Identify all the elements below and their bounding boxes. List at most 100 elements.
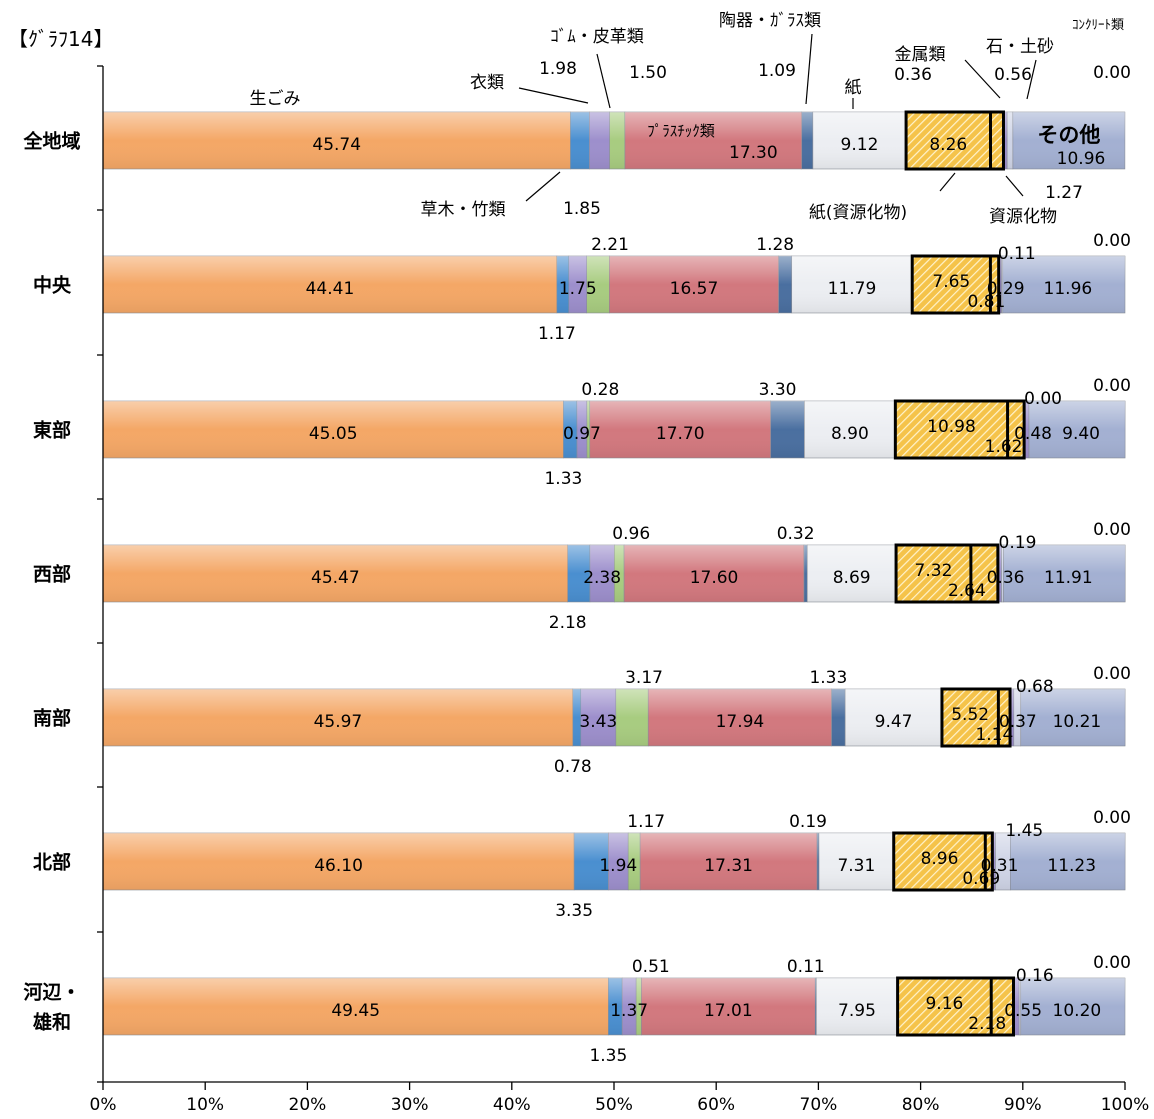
leader-line-6 [805, 33, 813, 105]
value-label-4-1: 45.47 [311, 568, 360, 588]
bar-shade-7-10 [1013, 978, 1020, 1035]
bar-shade-7-11 [1019, 978, 1021, 1035]
value-label-7-11: 0.16 [1016, 966, 1054, 986]
bar-shade-6-2 [574, 833, 609, 890]
bar-shade-6-13 [1010, 833, 1126, 890]
bar-shade-7-1 [103, 978, 609, 1035]
bar-shade-2-7 [791, 256, 913, 313]
bar-shade-1-7 [812, 112, 907, 169]
value-label-4-4: 0.96 [612, 524, 650, 544]
bar-shade-1-1 [103, 112, 571, 169]
bar-shade-1-6 [801, 112, 813, 169]
bar-1-8 [905, 111, 991, 170]
value-label-1-2: 1.85 [563, 199, 601, 219]
bar-shade-6-10 [992, 833, 996, 890]
value-label-5-1: 45.97 [314, 712, 363, 732]
leader-line-2 [525, 171, 561, 202]
bar-shade-2-13 [1002, 256, 1125, 313]
value-label-6-3: 1.94 [599, 856, 637, 876]
category-label-7: 河辺・ [23, 982, 80, 1004]
value-label-2-8: 7.65 [932, 272, 970, 292]
bar-shade-6-5 [640, 833, 818, 890]
value-label-3-3: 0.97 [563, 424, 601, 444]
value-label-2-6: 1.28 [756, 235, 794, 255]
value-label-2-1: 44.41 [306, 279, 355, 299]
value-label-7-8: 9.16 [925, 994, 963, 1014]
bar-shade-5-11 [1013, 689, 1021, 746]
value-label-5-6: 1.33 [809, 668, 847, 688]
leader-line-9 [1005, 175, 1024, 197]
bar-shade-6-4 [628, 833, 641, 890]
bar-shade-1-3 [589, 112, 610, 169]
bar-shade-5-2 [572, 689, 581, 746]
bar-shade-2-11 [1001, 256, 1003, 313]
value-label-6-2: 3.35 [555, 901, 593, 921]
bar-shade-2-2 [556, 256, 569, 313]
bar-shade-4-6 [803, 545, 808, 602]
category-label-4: 西部 [33, 563, 71, 586]
value-label-3-11: 0.00 [1024, 389, 1062, 409]
bar-shade-6-7 [819, 833, 894, 890]
legend-label-1: 生ごみ [250, 89, 301, 109]
bar-shade-4-1 [103, 545, 568, 602]
bar-shade-4-7 [807, 545, 897, 602]
resource-outline-3 [893, 399, 1026, 460]
legend-label-8: 紙(資源化物) [809, 203, 907, 223]
x-tick-label-2: 10% [186, 1095, 224, 1115]
value-label-4-5: 17.60 [690, 568, 739, 588]
value-label-3-12: 0.00 [1093, 376, 1131, 396]
legend-label-5: ﾌﾟﾗｽﾁｯｸ類 [647, 122, 715, 140]
bar-shade-7-13 [1020, 978, 1125, 1035]
bar-shade-3-4 [586, 401, 590, 458]
bar-shade-3-6 [770, 401, 805, 458]
bar-shade-5-4 [615, 689, 649, 746]
value-label-6-10: 0.31 [981, 856, 1019, 876]
x-tick-label-7: 60% [697, 1095, 735, 1115]
bar-shade-4-13 [1003, 545, 1126, 602]
value-label-5-5: 17.94 [716, 712, 765, 732]
bar-shade-5-6 [831, 689, 846, 746]
leader-line-3 [518, 87, 589, 104]
category-label-1: 全地域 [22, 130, 80, 153]
leader-line-11 [1026, 59, 1037, 100]
legend-label-4: ｺﾞﾑ・皮革類 [550, 27, 644, 47]
resource-outline-4 [894, 543, 1000, 604]
bar-shade-7-2 [608, 978, 623, 1035]
value-label-5-13: 10.21 [1053, 712, 1102, 732]
bar-shade-7-3 [622, 978, 637, 1035]
legend-label-13: その他 [1037, 123, 1100, 147]
bar-shade-5-1 [103, 689, 573, 746]
value-label-1-11: 0.56 [994, 65, 1032, 85]
legend-label-2: 草木・竹類 [421, 200, 506, 220]
resource-outline-2 [910, 254, 1001, 315]
value-label-6-9: 0.69 [962, 869, 1000, 889]
value-label-4-2: 2.18 [549, 613, 587, 633]
value-label-6-11: 1.45 [1005, 821, 1043, 841]
bar-6-8 [893, 832, 986, 891]
legend-label-3: 衣類 [470, 73, 504, 93]
legend-label-11: 石・土砂 [986, 37, 1054, 57]
value-label-4-13: 11.91 [1044, 568, 1093, 588]
category-label-3: 東部 [33, 419, 71, 442]
bar-shade-5-3 [580, 689, 616, 746]
bar-shade-7-4 [636, 978, 642, 1035]
category-label-7: 雄和 [32, 1011, 71, 1034]
value-label-1-3: 1.98 [539, 59, 577, 79]
bar-shade-4-11 [1001, 545, 1004, 602]
value-label-6-8: 8.96 [921, 849, 959, 869]
value-label-1-7: 9.12 [841, 135, 879, 155]
value-label-3-10: 0.48 [1014, 424, 1052, 444]
x-tick-label-11: 100% [1101, 1095, 1150, 1115]
bar-shade-1-2 [570, 112, 590, 169]
bar-shade-5-7 [845, 689, 942, 746]
value-label-2-5: 16.57 [670, 279, 719, 299]
bar-shade-2-3 [568, 256, 587, 313]
value-label-1-5: 17.30 [729, 143, 778, 163]
value-label-6-13: 11.23 [1047, 856, 1096, 876]
value-label-7-3: 1.37 [610, 1001, 648, 1021]
bar-shade-6-1 [103, 833, 575, 890]
legend-label-7: 紙 [845, 78, 862, 98]
leader-line-8 [939, 172, 956, 192]
